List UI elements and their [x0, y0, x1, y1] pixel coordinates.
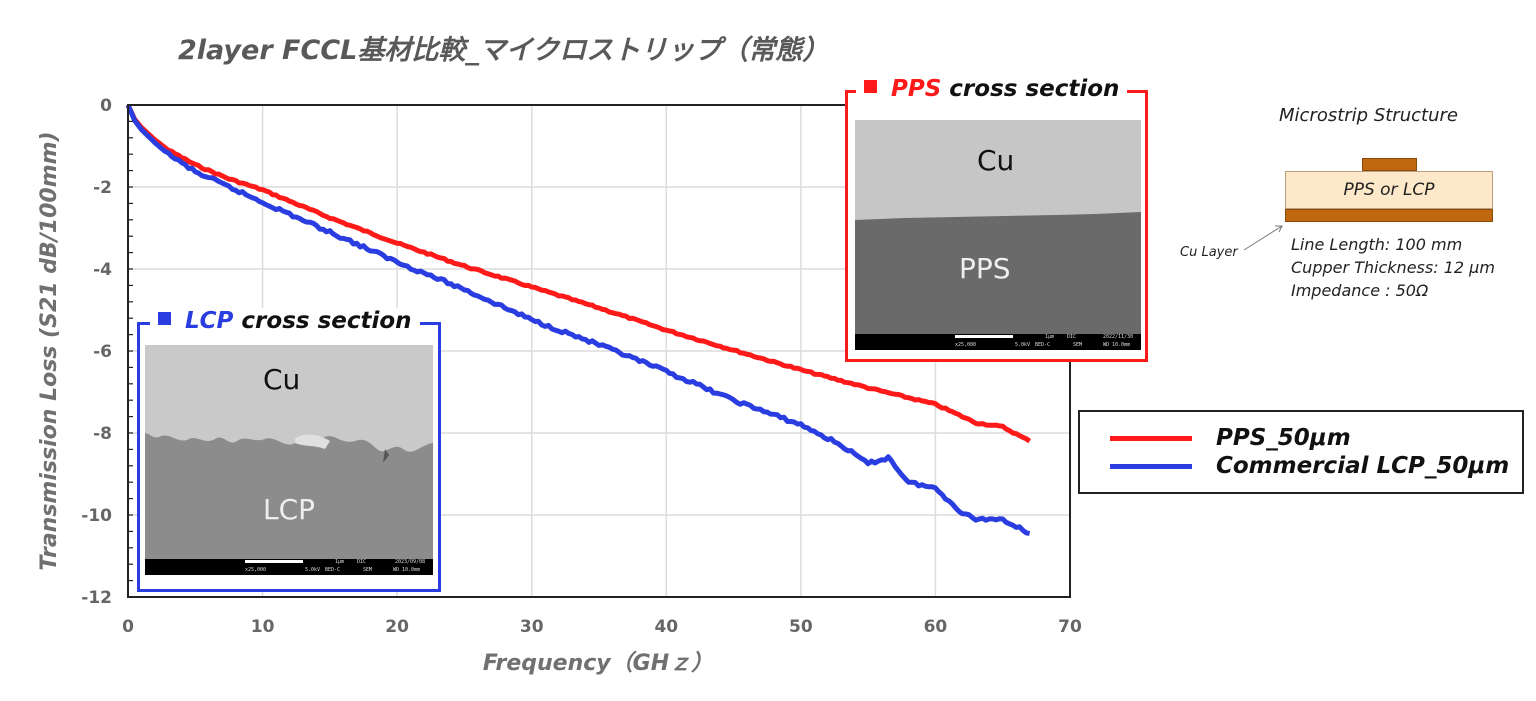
x-tick-label: 10 — [251, 617, 275, 637]
pps-sem-info-bar: 1μm DIC 2022/11/30 x25,000 5.0kV BED-C S… — [855, 334, 1141, 350]
lcp-title-colored: LCP — [185, 308, 234, 334]
arrow-icon — [1243, 225, 1283, 251]
legend-swatch-pps — [1110, 435, 1192, 441]
date-text: 2022/11/30 — [1103, 334, 1134, 340]
legend-item-pps: PPS_50μm — [1110, 424, 1351, 452]
spec-copper-thickness: Cupper Thickness: 12 μm — [1291, 258, 1495, 277]
scale-text: 1μm — [335, 559, 345, 565]
y-axis-label: Transmission Loss (S21 dB/100mm) — [37, 131, 62, 570]
x-tick-label: 60 — [924, 617, 948, 637]
series-line-lcp — [125, 104, 1031, 536]
microstrip-top-strip — [1362, 158, 1417, 171]
kv-text: 5.0kV — [305, 567, 321, 573]
lcp-title-rest: cross section — [233, 308, 412, 334]
spec-line-length: Line Length: 100 mm — [1291, 235, 1463, 254]
red-square-icon — [864, 80, 877, 93]
substrate-label: PPS or LCP — [1343, 180, 1435, 200]
pps-inset-title: PPS cross section — [856, 76, 1128, 102]
lcp-sem-image: Cu LCP 1μm DIC 2023/09/08 x25,000 5.0kV … — [145, 345, 433, 575]
legend-label-pps: PPS_50μm — [1216, 425, 1351, 451]
cu-layer-label: Cu Layer — [1180, 245, 1238, 260]
pps-title-colored: PPS — [891, 76, 942, 102]
lcp-cross-section-inset: LCP cross section Cu LCP 1μm DIC 2023/09… — [137, 308, 441, 592]
det-text: BED-C — [325, 567, 341, 573]
lcp-cu-label: Cu — [263, 363, 301, 396]
lcp-inset-title: LCP cross section — [150, 308, 420, 334]
legend-swatch-lcp — [1110, 463, 1192, 469]
pps-sem-image: Cu PPS 1μm DIC 2022/11/30 x25,000 5.0kV … — [855, 120, 1141, 350]
det-text: BED-C — [1035, 342, 1051, 348]
mode-text: SEM — [363, 567, 373, 573]
mode-text: SEM — [1073, 342, 1083, 348]
mag-text: x25,000 — [245, 567, 267, 573]
scale-text: 1μm — [1045, 334, 1055, 340]
y-tick-label: -10 — [81, 506, 112, 526]
chart-legend: PPS_50μm Commercial LCP_50μm — [1078, 410, 1524, 494]
pps-substrate-label: PPS — [959, 252, 1011, 285]
series-line-pps — [125, 103, 1032, 444]
org-text: DIC — [357, 559, 367, 565]
y-tick-label: 0 — [100, 96, 112, 116]
x-tick-label: 50 — [789, 617, 813, 637]
wd-text: WD 10.0mm — [393, 567, 421, 573]
wd-text: WD 10.0mm — [1103, 342, 1131, 348]
date-text: 2023/09/08 — [395, 559, 426, 565]
lcp-sem-info-bar: 1μm DIC 2023/09/08 x25,000 5.0kV BED-C S… — [145, 559, 433, 575]
legend-label-lcp: Commercial LCP_50μm — [1216, 453, 1510, 479]
y-tick-label: -2 — [93, 178, 112, 198]
y-tick-label: -8 — [93, 424, 112, 444]
x-tick-label: 40 — [654, 617, 678, 637]
microstrip-substrate: PPS or LCP — [1285, 171, 1493, 209]
x-tick-label: 70 — [1058, 617, 1082, 637]
page-title: 2layer FCCL基材比較_マイクロストリップ（常態） — [178, 35, 830, 66]
mag-text: x25,000 — [955, 342, 977, 348]
org-text: DIC — [1067, 334, 1077, 340]
y-tick-label: -6 — [93, 342, 112, 362]
lcp-substrate-label: LCP — [263, 493, 316, 526]
pps-cu-label: Cu — [977, 144, 1015, 177]
legend-item-lcp: Commercial LCP_50μm — [1110, 452, 1509, 480]
x-tick-label: 20 — [385, 617, 409, 637]
pps-title-rest: cross section — [941, 76, 1120, 102]
microstrip-title: Microstrip Structure — [1279, 105, 1458, 126]
spec-impedance: Impedance : 50Ω — [1291, 281, 1429, 300]
microstrip-ground-layer — [1285, 209, 1493, 222]
blue-square-icon — [158, 312, 171, 325]
kv-text: 5.0kV — [1015, 342, 1031, 348]
x-tick-label: 0 — [122, 617, 134, 637]
x-axis-label: Frequency（GHｚ） — [483, 650, 713, 676]
y-tick-label: -4 — [93, 260, 112, 280]
y-tick-label: -12 — [81, 588, 112, 608]
pps-cross-section-inset: PPS cross section Cu PPS 1μm DIC 2022/11… — [845, 76, 1148, 362]
x-tick-label: 30 — [520, 617, 544, 637]
